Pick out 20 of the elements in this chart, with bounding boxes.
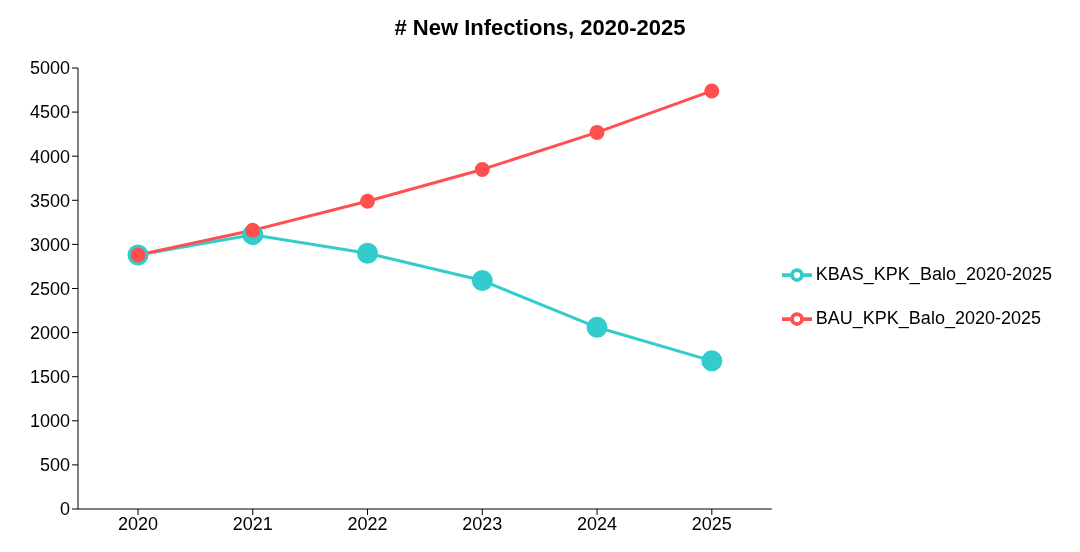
x-tick-label: 2023 — [462, 513, 503, 534]
x-tick-label: 2020 — [117, 513, 159, 534]
legend-label: KBAS_KPK_Balo_2020-2025 — [815, 264, 1052, 284]
y-tick-label: 0 — [59, 499, 70, 520]
y-tick-label: 3500 — [29, 190, 70, 211]
y-tick-label: 4500 — [29, 102, 70, 123]
y-tick-label: 5000 — [29, 58, 70, 79]
x-tick-label: 2022 — [347, 513, 388, 534]
legend-label: BAU_KPK_Balo_2020-2025 — [815, 308, 1041, 328]
x-tick-label: 2021 — [232, 513, 273, 534]
y-tick-label: 2000 — [29, 322, 70, 343]
y-tick-label: 2500 — [29, 278, 70, 299]
y-tick-label: 1500 — [29, 367, 70, 388]
x-tick-label: 2024 — [577, 513, 618, 534]
chart-title: # New Infections, 2020-2025 — [393, 14, 687, 42]
y-tick-label: 1000 — [29, 411, 70, 432]
y-tick-label: 4000 — [29, 146, 70, 167]
y-tick-label: 500 — [39, 455, 70, 476]
y-tick-label: 3000 — [29, 234, 70, 255]
x-tick-label: 2025 — [691, 513, 732, 534]
